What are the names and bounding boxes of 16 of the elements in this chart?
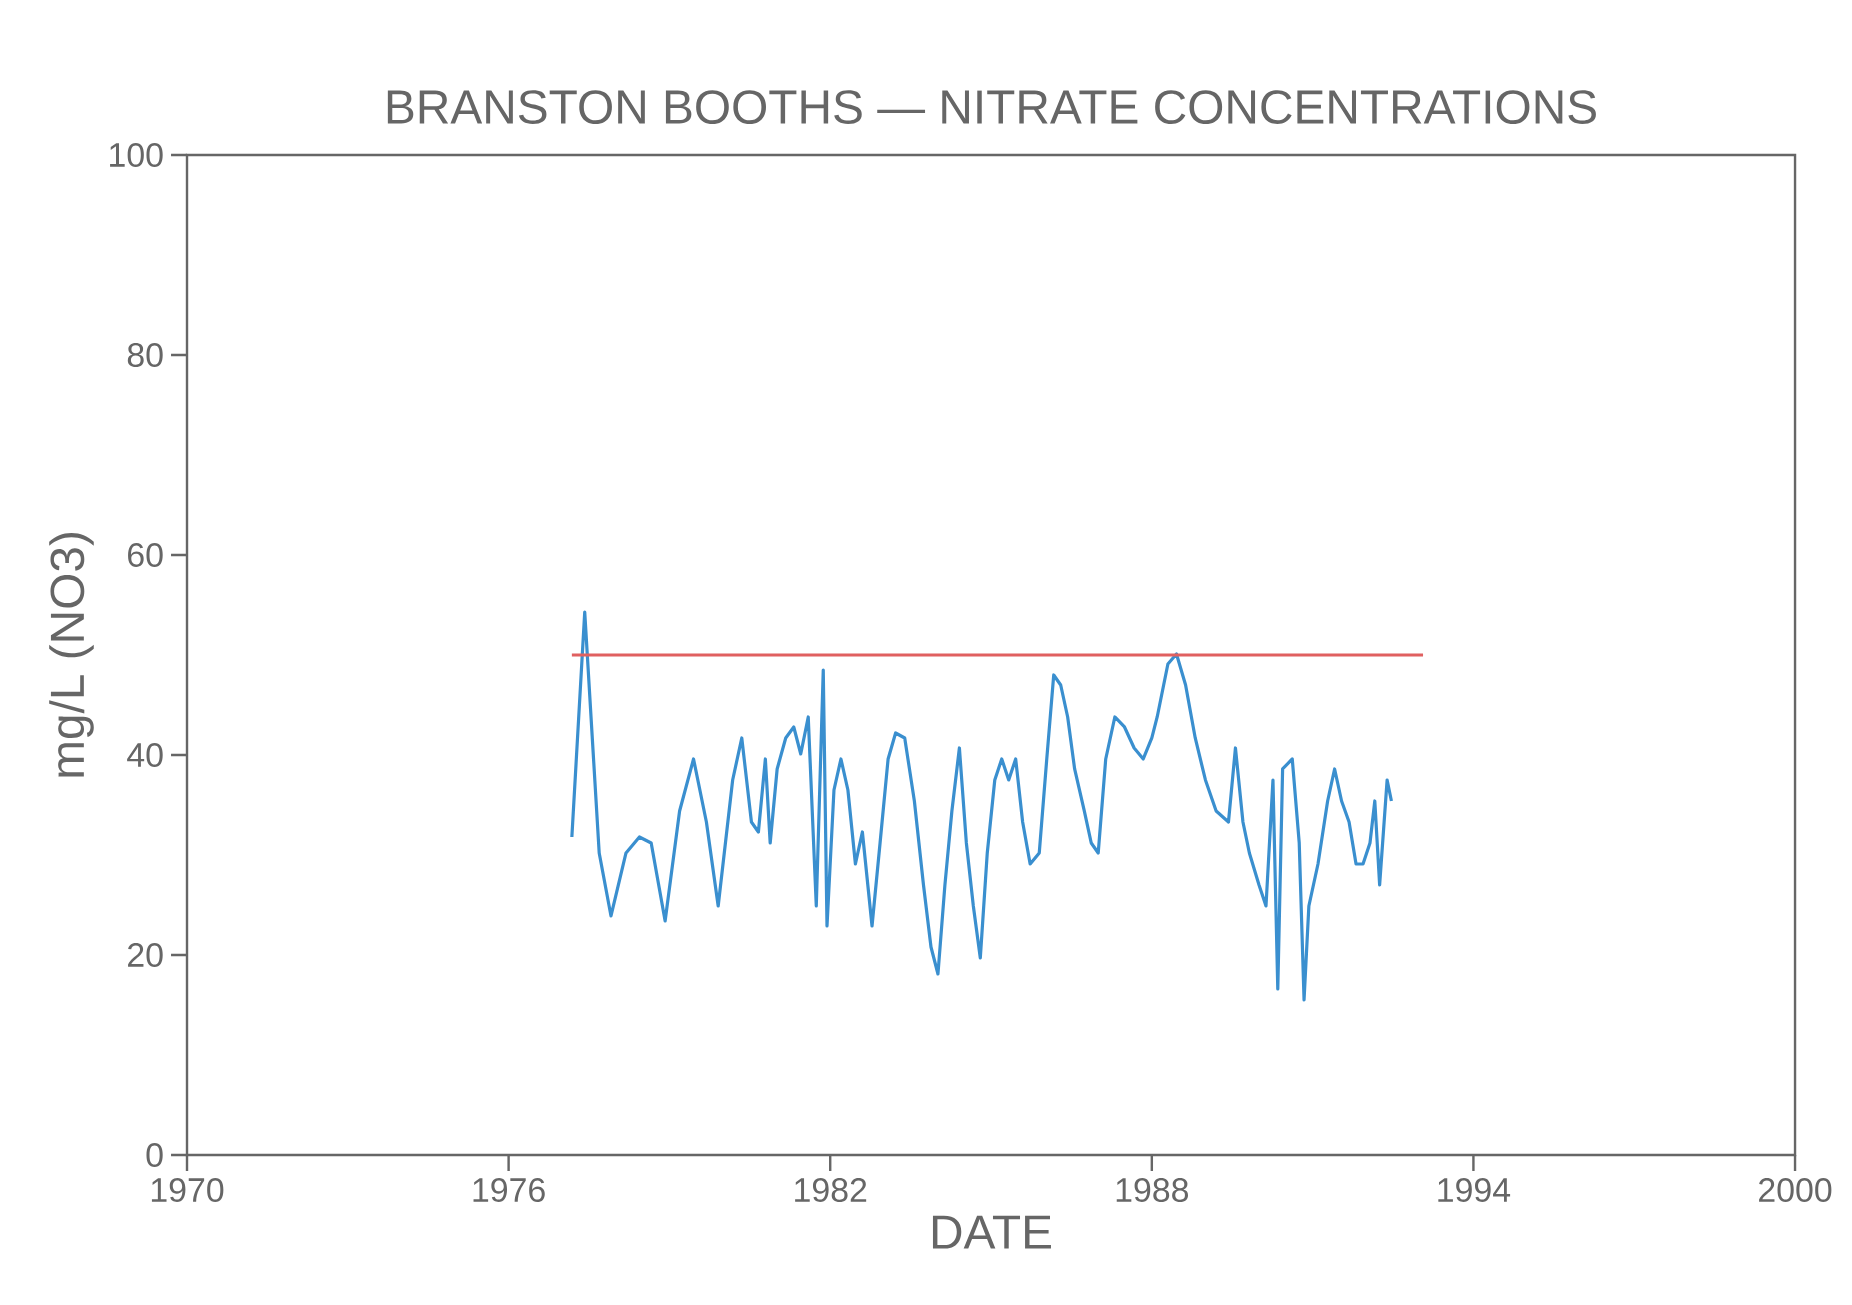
- y-axis-title: mg/L (NO3): [49, 533, 94, 777]
- chart-title: BRANSTON BOOTHS — NITRATE CONCENTRATIONS: [387, 90, 1596, 124]
- y-tick-label: 100: [110, 142, 163, 167]
- x-tick-label: 1976: [473, 1178, 545, 1203]
- x-tick-label: 1970: [151, 1178, 224, 1203]
- x-tick-label: 1994: [1438, 1178, 1511, 1203]
- y-tick-label: 0: [146, 1142, 163, 1167]
- x-tick-label: 2000: [1759, 1178, 1832, 1203]
- line-series: [570, 610, 1394, 1002]
- x-tick-label: 1982: [795, 1178, 867, 1203]
- x-axis-title: DATE: [932, 1215, 1051, 1249]
- y-tick-label: 80: [127, 342, 163, 367]
- y-tick-label: 20: [128, 942, 163, 967]
- x-tick-label: 1988: [1116, 1178, 1189, 1203]
- y-tick-label: 60: [128, 542, 163, 567]
- y-tick-label: 40: [127, 742, 163, 767]
